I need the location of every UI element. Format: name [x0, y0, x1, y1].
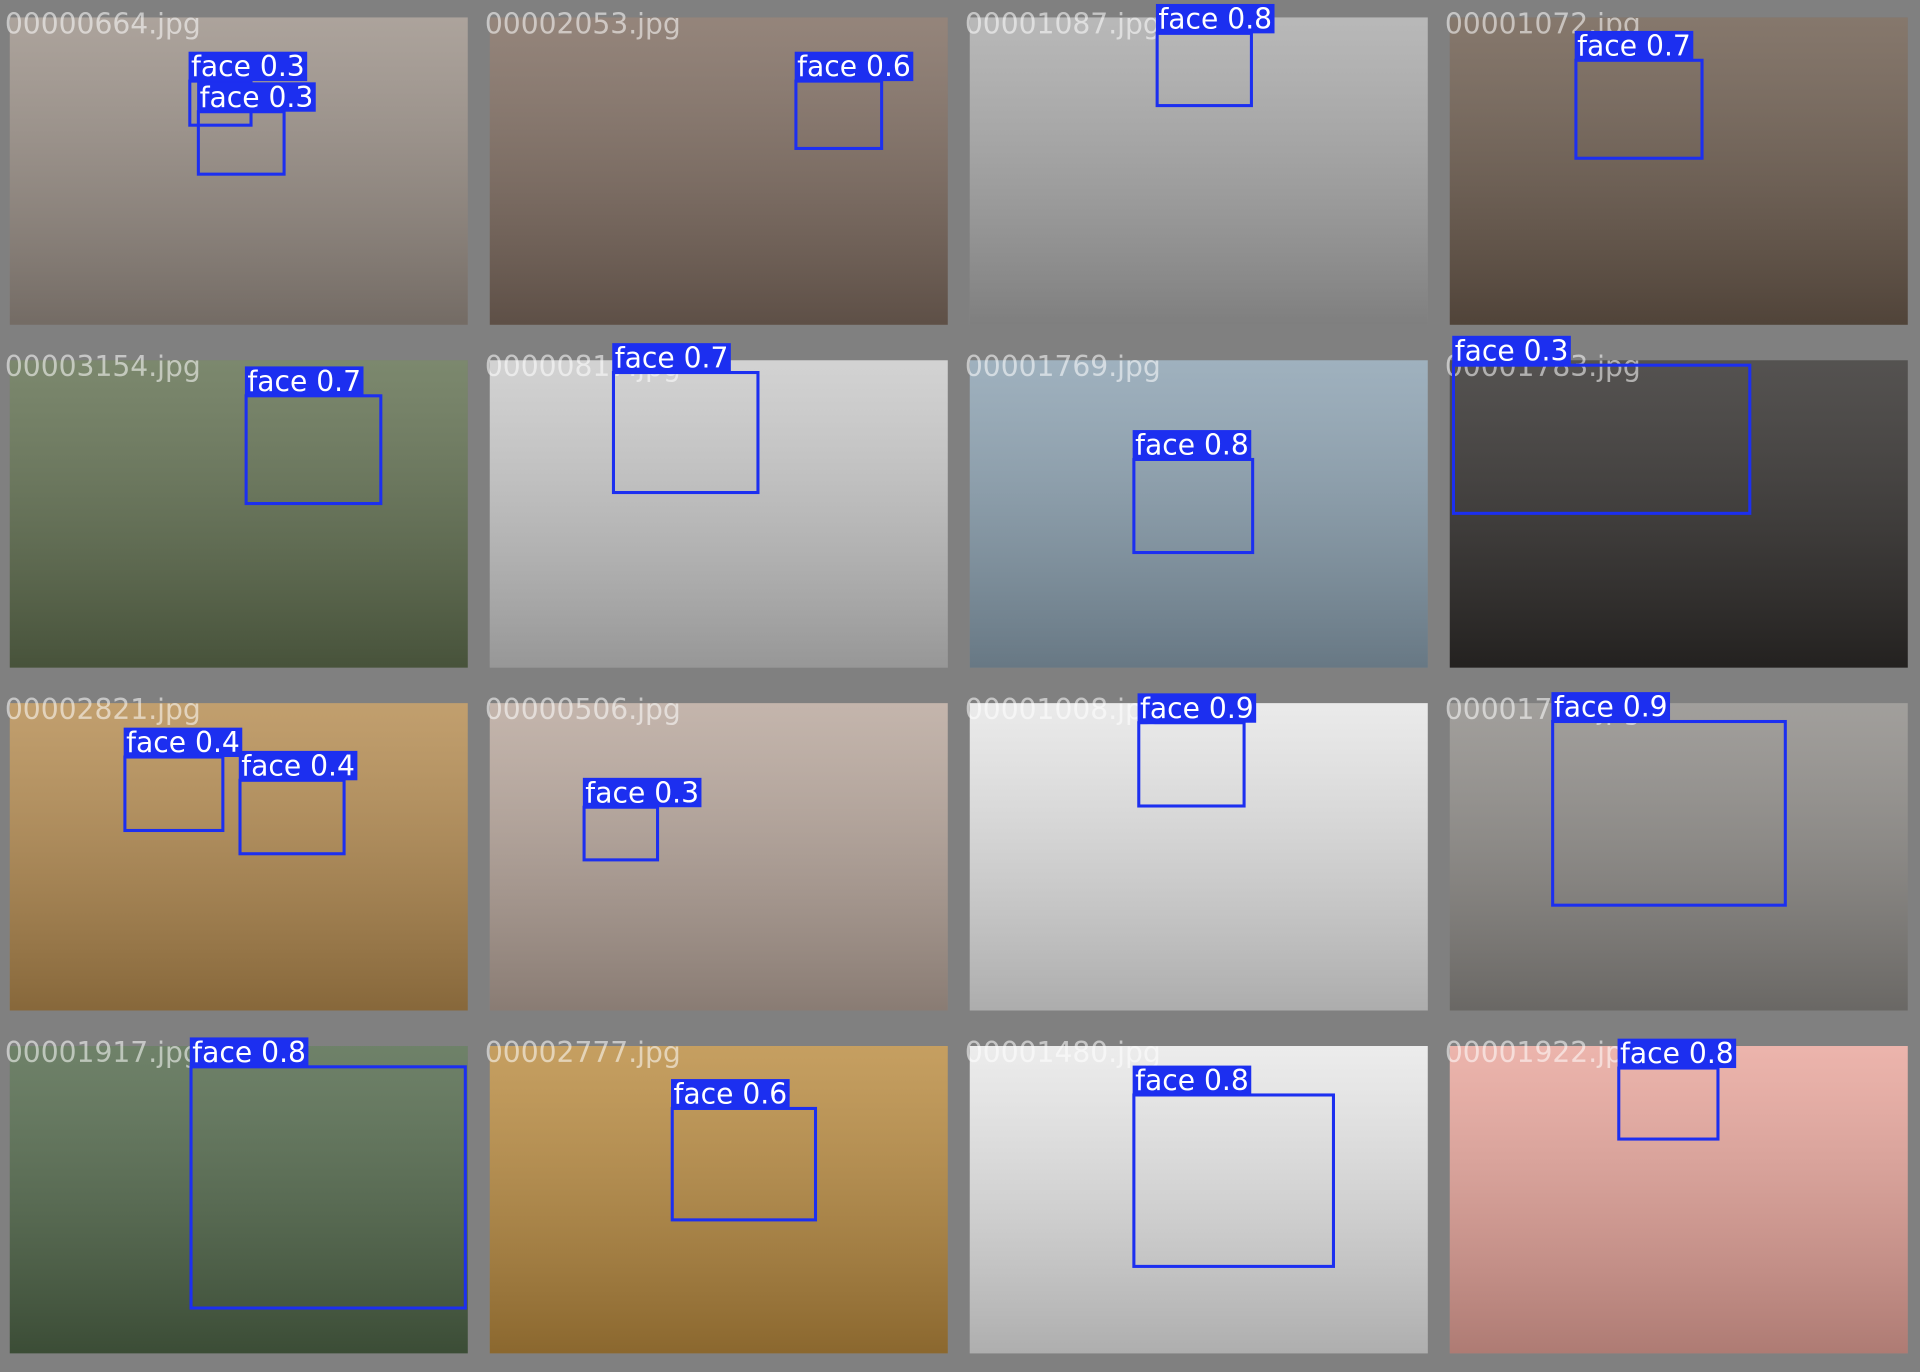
- detection-label: face 0.6: [673, 1078, 787, 1111]
- label-background: [1574, 30, 1694, 61]
- label-background: [123, 727, 243, 758]
- label-background: [238, 750, 358, 781]
- photo-shade: [9, 360, 468, 668]
- label-background: [188, 51, 308, 82]
- photo-shade: [489, 703, 948, 1011]
- detection-label: face 0.6: [797, 50, 911, 83]
- label-background: [1452, 335, 1571, 366]
- label-background: [244, 366, 364, 396]
- detection-label: face 0.7: [1577, 29, 1691, 62]
- filename: 00003154.jpg: [5, 350, 201, 383]
- label-background: [1132, 430, 1252, 460]
- detection-label: face 0.4: [241, 749, 355, 782]
- filename: 00002777.jpg: [485, 1036, 681, 1069]
- detection-label: face 0.8: [1135, 429, 1249, 462]
- photo-shade: [489, 360, 948, 668]
- detection-label: face 0.9: [1554, 691, 1668, 724]
- label-background: [1137, 693, 1257, 723]
- label-background: [1155, 3, 1275, 34]
- detection-label: face 0.3: [191, 50, 305, 83]
- filename: 00002053.jpg: [485, 7, 681, 40]
- filename: 00001480.jpg: [965, 1036, 1161, 1069]
- filename: 00000664.jpg: [5, 7, 201, 40]
- detection-label: face 0.3: [200, 81, 314, 114]
- filename: 00001917.jpg: [5, 1036, 201, 1069]
- detection-label: face 0.8: [192, 1036, 306, 1069]
- label-background: [794, 51, 914, 82]
- detection-label: face 0.7: [615, 342, 729, 375]
- filename: 00001769.jpg: [965, 350, 1161, 383]
- photo-shade: [1449, 703, 1908, 1011]
- label-background: [197, 82, 316, 112]
- photo-shade: [969, 17, 1428, 325]
- filename: 00001087.jpg: [965, 7, 1161, 40]
- label-background: [671, 1079, 790, 1109]
- detection-label: face 0.8: [1158, 2, 1272, 35]
- detection-label: face 0.3: [1455, 334, 1569, 367]
- photo-shade: [969, 360, 1428, 668]
- detection-box: [1451, 363, 1752, 515]
- photo-shade: [1449, 1046, 1908, 1354]
- label-background: [612, 343, 731, 373]
- photo-shade: [9, 1046, 468, 1354]
- label-background: [189, 1037, 309, 1067]
- photo-shade: [1449, 17, 1908, 325]
- detection-label: face 0.9: [1140, 692, 1254, 725]
- label-background: [1551, 692, 1671, 722]
- label-background: [582, 777, 702, 808]
- photo-shade: [969, 703, 1428, 1011]
- detection-label: face 0.8: [1135, 1064, 1249, 1097]
- detection-label: face 0.7: [247, 365, 361, 398]
- detection-box: [189, 1065, 467, 1310]
- filename: 00001008.jpg: [965, 693, 1161, 726]
- detection-label: face 0.4: [126, 726, 240, 759]
- filename: 00001922.jpg: [1445, 1036, 1641, 1069]
- photo-shade: [969, 1046, 1428, 1354]
- detection-label: face 0.8: [1620, 1037, 1734, 1070]
- label-background: [1617, 1038, 1737, 1069]
- filename: 00002821.jpg: [5, 693, 201, 726]
- label-background: [1132, 1065, 1252, 1095]
- filename: 00000506.jpg: [485, 693, 681, 726]
- detection-label: face 0.3: [585, 776, 699, 809]
